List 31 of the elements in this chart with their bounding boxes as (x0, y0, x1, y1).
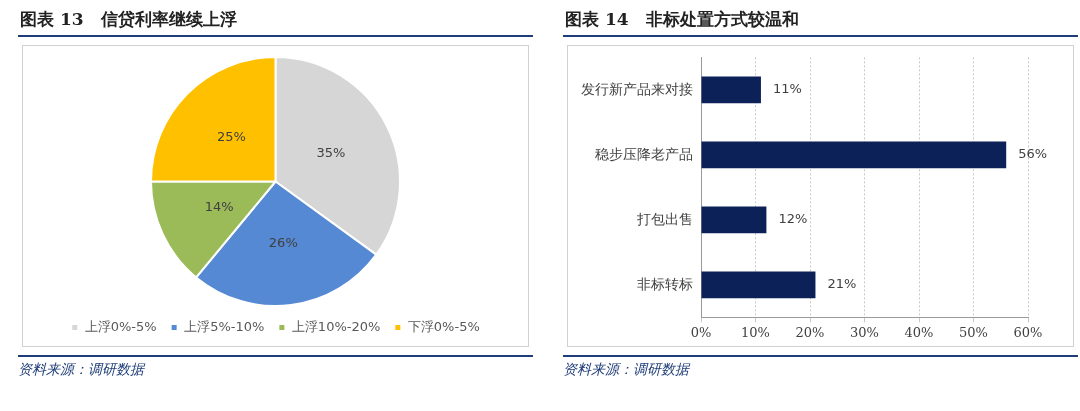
x-tick-label: 0% (690, 324, 712, 340)
text: 资料来源：调研数据 (18, 361, 147, 379)
data-label: 11% (772, 81, 802, 97)
x-tick-label: 30% (850, 324, 879, 340)
data-label: 56% (1018, 146, 1048, 162)
data-label: 26% (268, 234, 298, 250)
data-label: 12% (778, 211, 808, 227)
bar (701, 141, 1007, 169)
data-label: 14% (204, 199, 234, 215)
y-tick-label: 发行新产品来对接 (581, 80, 693, 97)
y-tick-label: 打包出售 (636, 210, 693, 227)
legend-label: 上浮0%-5% (84, 318, 157, 334)
y-tick-label: 非标转标 (637, 275, 693, 292)
chart-title: 图表 14 非标处置方式较温和 (563, 8, 1078, 37)
text: 资料来源：调研数据 (563, 361, 692, 379)
data-label: 25% (217, 128, 246, 144)
x-tick-label: 40% (904, 324, 934, 340)
bar (701, 206, 767, 234)
legend-label: 上浮10%-20% (291, 318, 381, 334)
x-tick-label: 60% (1013, 324, 1043, 340)
bar (701, 76, 761, 104)
data-label: 35% (316, 144, 346, 160)
y-tick-label: 稳步压降老产品 (595, 145, 693, 162)
x-tick-label: 20% (795, 324, 825, 340)
x-tick-label: 50% (959, 324, 988, 340)
chart-title: 图表 13 信贷利率继续上浮 (18, 8, 533, 37)
legend-label: 下浮0%-5% (407, 318, 480, 334)
bar (701, 271, 816, 299)
data-label: 21% (827, 276, 857, 292)
legend-label: 上浮5%-10% (184, 318, 265, 334)
x-tick-label: 10% (741, 324, 770, 340)
